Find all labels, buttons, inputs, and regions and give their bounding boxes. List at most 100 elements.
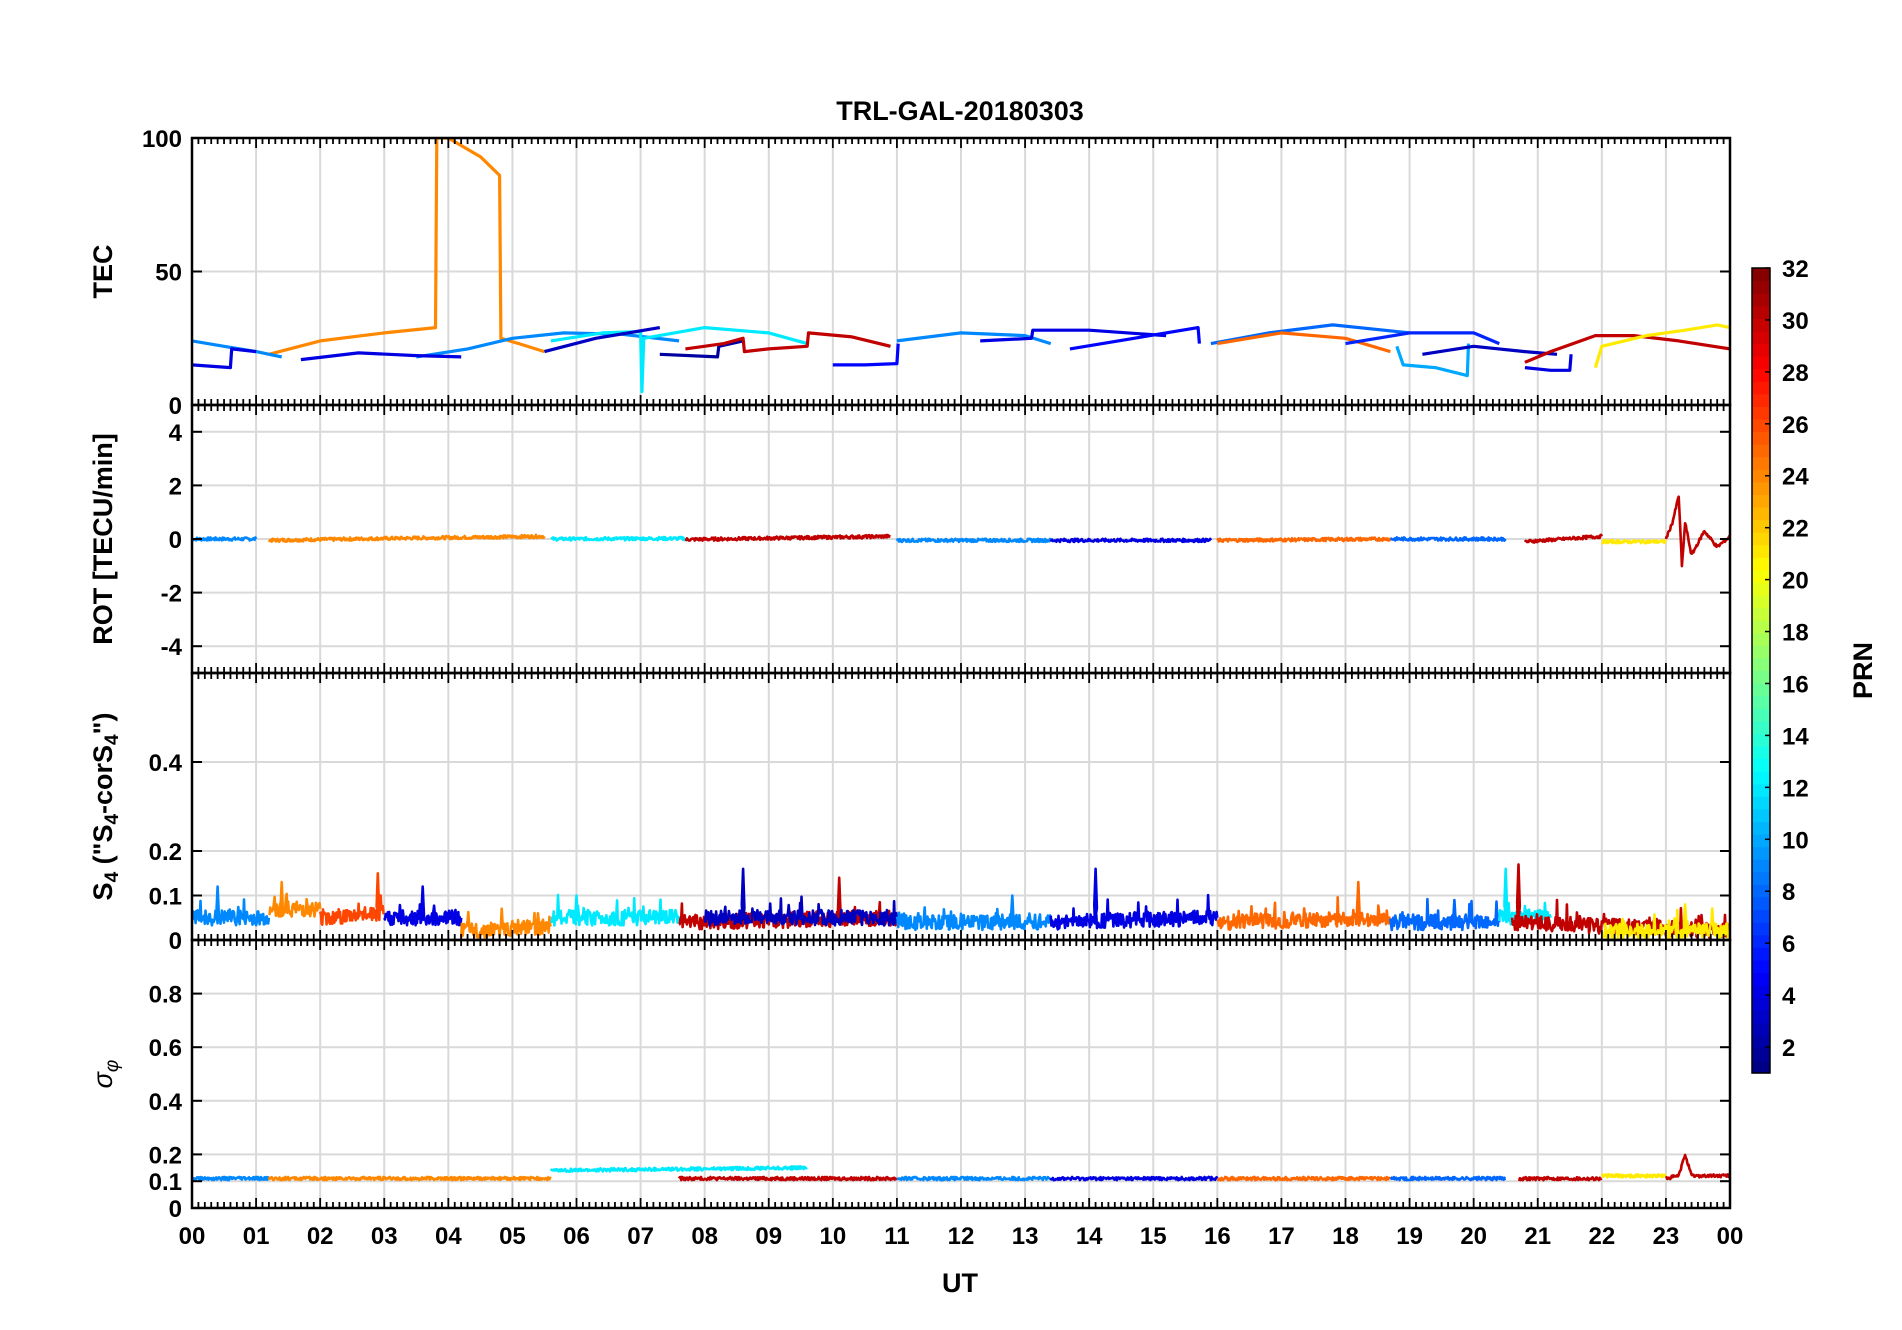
colorbar-swatch	[1752, 909, 1770, 923]
colorbar-swatch	[1752, 280, 1770, 294]
colorbar-swatch	[1752, 381, 1770, 395]
series-prn-4	[300, 351, 462, 362]
colorbar-swatch	[1752, 645, 1770, 659]
y-tick-label: 0.8	[149, 982, 182, 1009]
series-prn-8	[1389, 897, 1501, 932]
x-tick-label: 19	[1396, 1223, 1423, 1250]
x-tick-label: 21	[1524, 1223, 1551, 1250]
colorbar-tick-label: 26	[1782, 412, 1809, 439]
series-prn-5	[832, 343, 900, 367]
series-prn-21	[1600, 1173, 1667, 1179]
colorbar-swatch	[1752, 582, 1770, 596]
colorbar-swatch	[1752, 356, 1770, 370]
colorbar-swatch	[1752, 1060, 1770, 1074]
x-tick-label: 04	[435, 1223, 462, 1250]
series-prn-21	[1593, 323, 1730, 369]
colorbar-swatch	[1752, 569, 1770, 584]
colorbar-swatch	[1752, 871, 1770, 885]
colorbar-swatch	[1752, 406, 1770, 420]
y-label-sigma: σ	[88, 1070, 118, 1088]
y-tick-label: 50	[155, 260, 182, 287]
y-axis-label: S4 ("S4-corS4")	[88, 713, 123, 901]
colorbar-tick-label: 28	[1782, 360, 1809, 387]
series-prn-4	[980, 328, 1167, 343]
y-tick-label: 2	[169, 473, 182, 500]
series-prn-30	[677, 1175, 898, 1182]
colorbar-swatch	[1752, 922, 1770, 936]
x-tick-label: 10	[819, 1223, 846, 1250]
colorbar-swatch	[1752, 808, 1770, 823]
series-prn-4	[1049, 1175, 1219, 1182]
series-prn-25	[1216, 536, 1392, 544]
panel-ROT: -4 -2 0 2 4 ROT [TECU/min]	[88, 403, 1732, 675]
y-tick-label: 0.1	[149, 1169, 182, 1196]
x-tick-label: 00	[179, 1223, 206, 1250]
x-tick-label: 20	[1460, 1223, 1487, 1250]
colorbar-swatch	[1752, 469, 1770, 483]
colorbar-swatch	[1752, 532, 1770, 546]
y-tick-label: 0.4	[149, 1089, 183, 1116]
colorbar-swatch	[1752, 695, 1770, 709]
colorbar-swatch	[1752, 657, 1770, 672]
series-prn-30	[684, 533, 892, 542]
colorbar-swatch	[1752, 481, 1770, 496]
colorbar-tick-label: 18	[1782, 620, 1809, 647]
y-tick-label: -2	[161, 581, 182, 608]
colorbar-swatch	[1752, 268, 1770, 282]
y-label-subscript: 4	[102, 734, 123, 745]
colorbar-label: PRN	[1848, 642, 1878, 699]
series-prn-9	[896, 1175, 1052, 1182]
x-tick-label: 06	[563, 1223, 590, 1250]
y-tick-label: 4	[169, 420, 183, 447]
y-label-part: S	[88, 882, 118, 900]
colorbar-swatch	[1752, 506, 1770, 521]
series-prn-4	[1049, 867, 1219, 931]
colorbar-swatch	[1752, 1010, 1770, 1024]
panel-sigma_phi: 00.10.2 0.4 0.6 0.8 σφ 00 01 02 03 04 05 06 07 08 09 10…	[88, 938, 1743, 1250]
y-tick-label: 0.2	[149, 839, 182, 866]
series-prn-3	[544, 326, 661, 354]
colorbar-swatch	[1752, 595, 1770, 609]
series-prn-12	[550, 535, 687, 542]
x-tick-label: 18	[1332, 1223, 1359, 1250]
x-tick-label: 16	[1204, 1223, 1231, 1250]
y-label-part: ("S	[88, 825, 118, 872]
y-tick-label: 0	[169, 1196, 182, 1223]
x-tick-label: 13	[1012, 1223, 1039, 1250]
colorbar-tick-label: 4	[1782, 983, 1796, 1010]
series-prn-30	[1524, 334, 1730, 364]
colorbar-swatch	[1752, 934, 1770, 948]
y-axis-label: σφ	[88, 1060, 123, 1089]
colorbar-swatch	[1752, 796, 1770, 810]
colorbar-tick-label: 16	[1782, 671, 1809, 698]
colorbar-swatch	[1752, 758, 1770, 772]
y-label-subscript: 4	[102, 871, 123, 882]
colorbar-swatch	[1752, 1047, 1770, 1062]
y-axis-label: ROT [TECU/min]	[88, 433, 118, 644]
colorbar-tick-label: 2	[1782, 1035, 1795, 1062]
colorbar-frame	[1751, 267, 1771, 1074]
colorbar-tick-label: 32	[1782, 256, 1809, 283]
colorbar-tick-label: 6	[1782, 931, 1795, 958]
series-prn-9	[895, 894, 1052, 932]
colorbar-swatch	[1752, 972, 1770, 986]
x-axis-label: UT	[942, 1268, 978, 1298]
colorbar-swatch	[1752, 745, 1770, 760]
series-prn-25	[1216, 880, 1391, 931]
colorbar-swatch	[1752, 708, 1770, 722]
colorbar-swatch	[1752, 783, 1770, 797]
colorbar-swatch	[1752, 884, 1770, 898]
series-prn-4	[192, 347, 257, 370]
colorbar-tick-label: 20	[1782, 568, 1809, 595]
colorbar-swatch	[1752, 821, 1770, 835]
x-tick-label: 08	[691, 1223, 718, 1250]
colorbar-swatch	[1752, 494, 1770, 508]
colorbar-tick-label: 14	[1782, 723, 1809, 750]
colorbar-swatch	[1752, 859, 1770, 873]
colorbar-swatch	[1752, 607, 1770, 621]
y-label-part: ")	[88, 713, 118, 735]
series-prn-30	[1664, 1153, 1730, 1181]
y-tick-label: 0	[169, 527, 182, 554]
colorbar-swatch	[1752, 330, 1770, 345]
